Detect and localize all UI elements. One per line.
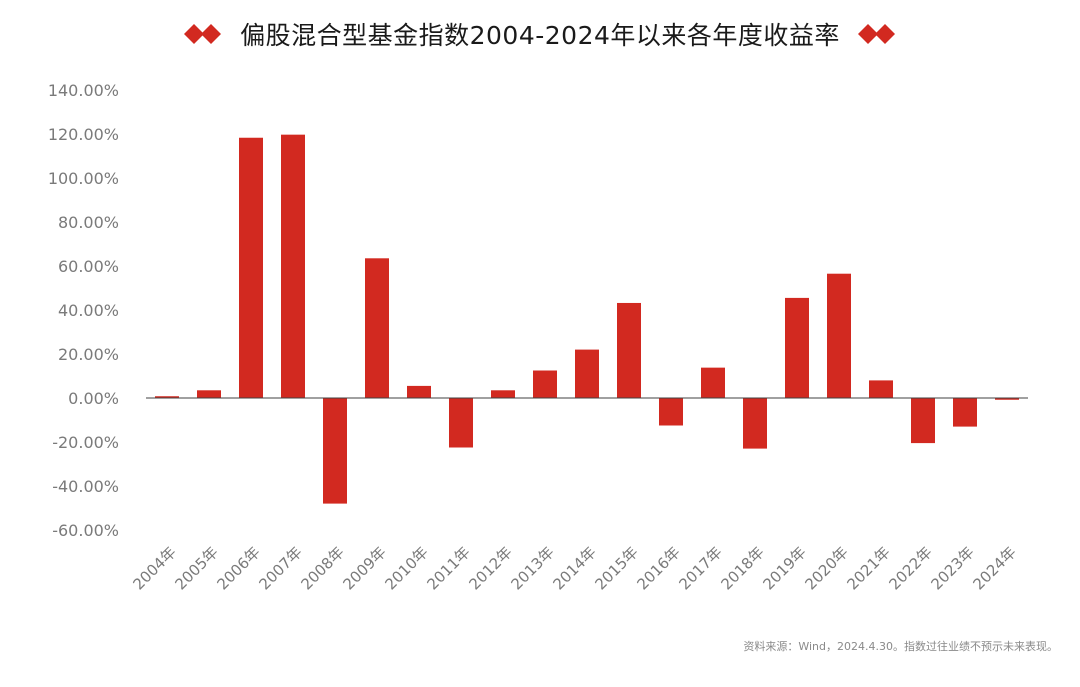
x-tick-label: 2023年: [927, 543, 977, 593]
bar-2012年: [491, 390, 515, 398]
bar-2006年: [239, 137, 263, 399]
bar-2020年: [827, 273, 851, 398]
y-tick-label: 120.00%: [48, 125, 119, 144]
x-tick-label: 2018年: [717, 543, 767, 593]
y-tick-label: 0.00%: [68, 389, 119, 408]
y-tick-label: 60.00%: [58, 257, 119, 276]
right-diamond-icon: [857, 24, 896, 44]
bar-2007年: [281, 134, 305, 398]
y-tick-label: 40.00%: [58, 301, 119, 320]
bar-2018年: [743, 398, 767, 449]
source-note: 资料来源：Wind，2024.4.30。指数过往业绩不预示未来表现。: [743, 640, 1058, 653]
bar-2015年: [617, 302, 641, 398]
y-tick-label: 20.00%: [58, 345, 119, 364]
y-tick-label: -60.00%: [52, 521, 119, 540]
x-tick-label: 2010年: [381, 543, 431, 593]
bar-2005年: [197, 390, 221, 398]
x-tick-label: 2020年: [801, 543, 851, 593]
y-tick-label: 80.00%: [58, 213, 119, 232]
x-tick-label: 2008年: [297, 543, 347, 593]
x-tick-label: 2024年: [969, 543, 1019, 593]
bar-2017年: [701, 367, 725, 398]
bar-2024年: [995, 398, 1019, 400]
x-tick-label: 2019年: [759, 543, 809, 593]
chart-header: 偏股混合型基金指数2004-2024年以来各年度收益率: [0, 12, 1080, 56]
y-tick-label: -40.00%: [52, 477, 119, 496]
x-tick-label: 2011年: [423, 543, 473, 593]
x-tick-label: 2005年: [171, 543, 221, 593]
x-tick-label: 2022年: [885, 543, 935, 593]
bar-2016年: [659, 398, 683, 426]
chart-title: 偏股混合型基金指数2004-2024年以来各年度收益率: [240, 21, 840, 50]
bar-2019年: [785, 297, 809, 398]
bar-2008年: [323, 398, 347, 504]
x-tick-label: 2013年: [507, 543, 557, 593]
x-tick-label: 2004年: [129, 543, 179, 593]
x-tick-label: 2007年: [255, 543, 305, 593]
bar-2011年: [449, 398, 473, 448]
x-tick-label: 2012年: [465, 543, 515, 593]
y-tick-label: 140.00%: [48, 81, 119, 100]
bar-2021年: [869, 380, 893, 398]
left-diamond-icon: [184, 24, 222, 44]
bar-2013年: [533, 370, 557, 398]
bar-2023年: [953, 398, 977, 427]
bar-2014年: [575, 349, 599, 398]
bar-2004年: [155, 396, 179, 398]
x-tick-label: 2016年: [633, 543, 683, 593]
x-tick-label: 2009年: [339, 543, 389, 593]
x-tick-label: 2015年: [591, 543, 641, 593]
y-tick-label: -20.00%: [52, 433, 119, 452]
bar-2010年: [407, 385, 431, 398]
x-tick-label: 2014年: [549, 543, 599, 593]
x-tick-label: 2021年: [843, 543, 893, 593]
x-tick-label: 2006年: [213, 543, 263, 593]
y-tick-label: 100.00%: [48, 169, 119, 188]
x-tick-label: 2017年: [675, 543, 725, 593]
bar-2009年: [365, 258, 389, 398]
bar-2022年: [911, 398, 935, 444]
